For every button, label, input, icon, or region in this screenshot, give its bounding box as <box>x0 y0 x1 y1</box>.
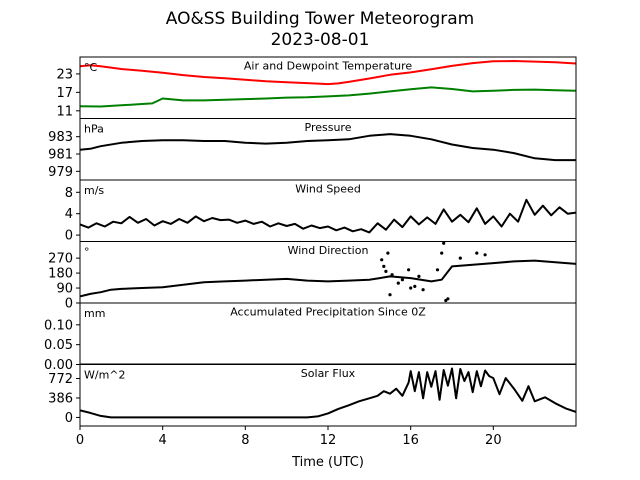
solar_flux-ytick-label: 0 <box>65 411 73 426</box>
panel-solar_flux: 0 386 772 W/m^2 Solar Flux <box>48 364 577 427</box>
figure-title-line1: AO&SS Building Tower Meteorogram <box>166 9 474 29</box>
pressure-unit-label: hPa <box>84 123 104 136</box>
wind_direction-plot-area <box>80 241 576 303</box>
solar_flux-ytick-label: 386 <box>48 391 73 406</box>
pressure-series-0-line <box>80 133 576 162</box>
solar_flux-ytick-label: 772 <box>48 372 73 387</box>
precipitation-panel-title: Accumulated Precipitation Since 0Z <box>230 306 426 319</box>
wind_speed-ytick-label: 8 <box>65 186 73 201</box>
pressure-ytick-label: 983 <box>48 130 73 145</box>
temperature-ytick-label: 17 <box>56 86 73 101</box>
wind_direction-ytick-label: 90 <box>56 282 73 297</box>
wind_direction-point-13 <box>435 268 440 272</box>
wind_speed-series-0-line <box>80 198 576 234</box>
temperature-unit-label: °C <box>84 61 98 74</box>
panel-precipitation: 0.00 0.05 0.10 mm Accumulated Precipitation … <box>44 302 577 373</box>
precipitation-ytick-label: 0.05 <box>44 338 73 353</box>
panel-wind_speed: 0 4 8 m/s Wind Speed <box>65 179 577 244</box>
x-axis-label: Time (UTC) <box>291 455 364 470</box>
solar_flux-series-0-line <box>80 367 576 419</box>
wind_direction-point-1 <box>382 264 386 268</box>
xtick-label: 8 <box>241 433 249 448</box>
wind_direction-ytick-label: 270 <box>48 252 73 267</box>
solar_flux-unit-label: W/m^2 <box>84 369 126 382</box>
pressure-ytick-label: 981 <box>48 148 73 163</box>
wind_direction-point-5 <box>390 273 394 277</box>
wind_speed-panel-title: Wind Speed <box>295 183 361 196</box>
panel-temperature: 11 17 23 °C Air and Dewpoint Temperature <box>56 56 577 119</box>
xtick-label: 12 <box>320 433 337 448</box>
wind_direction-point-9 <box>409 286 413 290</box>
temperature-plot-area <box>80 60 576 108</box>
wind_direction-ytick-label: 0 <box>65 297 73 312</box>
wind_speed-unit-label: m/s <box>84 184 104 197</box>
wind_direction-point-8 <box>407 268 411 272</box>
xtick-label: 16 <box>402 433 419 448</box>
wind_direction-point-12 <box>421 288 425 292</box>
solar_flux-plot-area <box>80 367 576 419</box>
pressure-plot-area <box>80 133 576 162</box>
precipitation-unit-label: mm <box>84 307 105 320</box>
xtick-label: 0 <box>76 433 84 448</box>
wind_speed-ytick-label: 0 <box>65 229 73 244</box>
wind_direction-series-0-line <box>80 259 576 298</box>
temperature-ytick-label: 11 <box>56 104 73 119</box>
x-axis: 0 4 8 12 16 20 <box>76 426 502 448</box>
wind_direction-point-6 <box>396 281 400 285</box>
pressure-panel-title: Pressure <box>305 121 352 134</box>
figure-title-line2: 2023-08-01 <box>271 30 370 50</box>
wind_direction-point-2 <box>384 269 388 273</box>
temperature-panel-title: Air and Dewpoint Temperature <box>244 60 412 73</box>
panel-pressure: 979 981 983 hPa Pressure <box>48 118 577 181</box>
wind_direction-unit-label: ° <box>84 246 90 259</box>
wind_direction-point-15 <box>442 241 446 245</box>
temperature-series-1-line <box>80 86 576 108</box>
wind_direction-point-10 <box>413 284 417 288</box>
xtick-label: 4 <box>159 433 167 448</box>
wind_direction-point-18 <box>458 256 462 260</box>
wind_direction-panel-title: Wind Direction <box>288 244 369 257</box>
wind_direction-point-0 <box>380 258 384 262</box>
wind_direction-point-11 <box>417 274 421 278</box>
pressure-ytick-label: 979 <box>48 165 73 180</box>
wind_speed-ytick-label: 4 <box>65 207 73 222</box>
wind_direction-point-3 <box>386 251 390 255</box>
temperature-ytick-label: 23 <box>56 67 73 82</box>
wind_direction-point-20 <box>483 253 487 257</box>
xtick-label: 20 <box>485 433 502 448</box>
temperature-series-0-line <box>80 60 576 86</box>
wind_direction-point-4 <box>388 293 392 297</box>
wind_speed-plot-area <box>80 198 576 234</box>
solar_flux-panel-title: Solar Flux <box>301 367 356 380</box>
precipitation-ytick-label: 0.00 <box>44 358 73 373</box>
wind_direction-point-19 <box>475 251 479 255</box>
wind_direction-point-14 <box>440 251 444 255</box>
wind_direction-point-17 <box>446 297 450 301</box>
wind_direction-ytick-label: 180 <box>48 267 73 282</box>
precipitation-ytick-label: 0.10 <box>44 318 73 333</box>
wind_direction-point-7 <box>400 278 404 282</box>
